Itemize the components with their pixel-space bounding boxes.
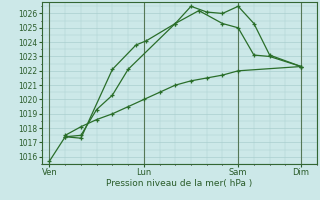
X-axis label: Pression niveau de la mer( hPa ): Pression niveau de la mer( hPa ) <box>106 179 252 188</box>
